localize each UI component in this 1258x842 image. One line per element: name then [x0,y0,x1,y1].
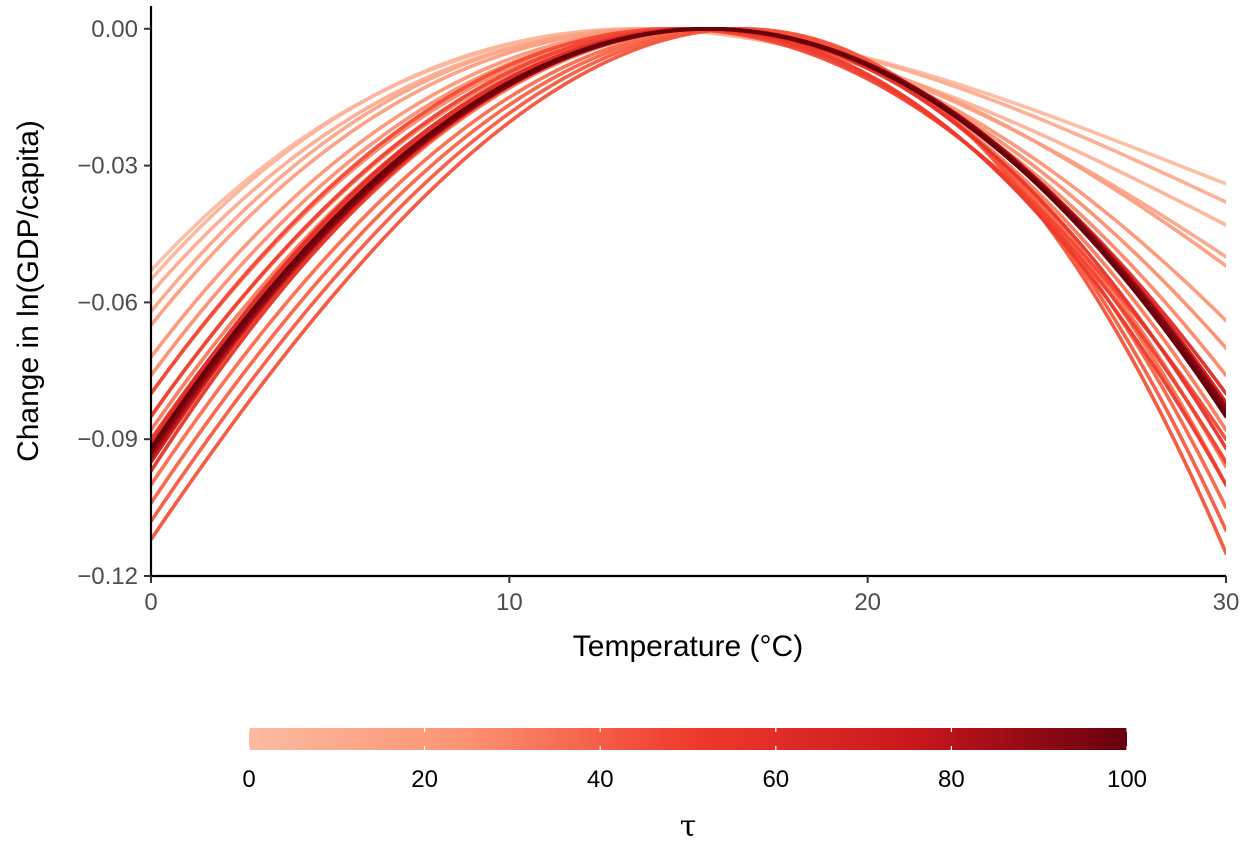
y-axis-title: Change in ln(GDP/capita) [12,120,45,462]
legend-title: τ [680,809,697,842]
colorbar-tick-label: 80 [938,766,965,793]
x-tick-label: 20 [854,589,881,616]
series-line-tau-42 [151,26,1226,555]
series-line-tau-100 [151,26,1226,451]
y-tick-label: −0.12 [77,563,138,590]
series-line-tau-9 [151,26,1226,314]
colorbar [249,728,1127,750]
y-axis-ticks: 0.00 −0.03 −0.06 −0.09 −0.12 [77,16,151,590]
colorbar-tick-label: 100 [1107,766,1147,793]
curves-layer [151,26,1226,555]
colorbar-tick-label: 0 [242,766,255,793]
colorbar-ticks: 0 20 40 60 80 100 [242,728,1147,793]
y-tick-label: −0.06 [77,289,138,316]
x-axis-title: Temperature (°C) [573,630,803,663]
x-axis-ticks: 0 10 20 30 [144,576,1239,616]
colorbar-tick-label: 20 [411,766,438,793]
y-tick-label: 0.00 [91,16,138,43]
series-line-tau-12 [151,26,1226,327]
x-tick-label: 10 [496,589,523,616]
colorbar-tick-label: 40 [587,766,614,793]
series-line-tau-36 [151,27,1226,510]
y-tick-label: −0.03 [77,153,138,180]
colorbar-legend: 0 20 40 60 80 100 τ [242,728,1147,842]
colorbar-tick-label: 60 [762,766,789,793]
y-tick-label: −0.09 [77,426,138,453]
series-line-tau-39 [151,27,1226,533]
x-tick-label: 30 [1213,589,1240,616]
x-tick-label: 0 [144,589,157,616]
